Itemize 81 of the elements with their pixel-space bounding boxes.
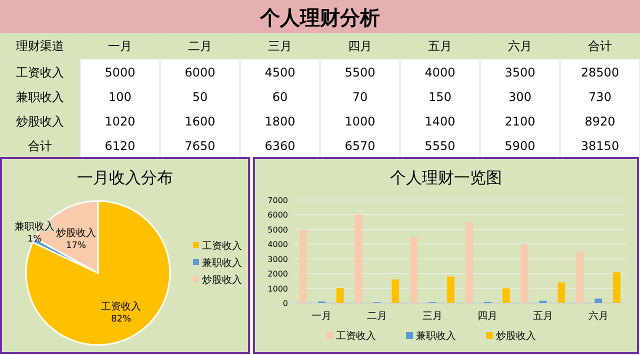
pie-slice xyxy=(25,200,171,346)
data-label: 2100 xyxy=(504,114,536,128)
data-label: 38150 xyxy=(580,138,620,153)
legend-label: 兼职收入 xyxy=(416,330,456,342)
data-label: 6120 xyxy=(104,138,136,153)
y-tick-label: 3000 xyxy=(268,254,288,264)
bar xyxy=(336,288,344,303)
data-label: 1600 xyxy=(184,114,216,128)
x-tick-label: 六月 xyxy=(588,310,608,322)
x-tick-label: 一月 xyxy=(312,311,332,322)
x-tick-label: 五月 xyxy=(533,311,553,322)
data-label: 1800 xyxy=(264,114,296,128)
data-label: 5000 xyxy=(104,66,136,80)
legend-label: 炒股收入 xyxy=(202,274,242,286)
bar xyxy=(558,282,566,303)
text: 炒股收入 xyxy=(16,114,64,128)
y-tick-label: 6000 xyxy=(268,210,288,220)
y-tick-label: 0 xyxy=(282,299,288,308)
data-label: 1000 xyxy=(344,114,376,128)
legend-label: 兼职收入 xyxy=(202,257,242,269)
chart-title: 个人理财一览图 xyxy=(390,168,502,187)
series-label: 工资收入 xyxy=(16,66,64,80)
y-tick-label: 5000 xyxy=(268,225,288,234)
data-label: 100 xyxy=(108,90,132,104)
chart-title: 一月收入分布 xyxy=(77,168,173,187)
legend-label: 炒股收入 xyxy=(496,330,536,342)
x-tick-label: 二月 xyxy=(367,311,387,322)
data-label: 7650 xyxy=(184,138,216,153)
bar xyxy=(576,252,584,303)
data-label: 28500 xyxy=(580,66,620,80)
data-label: 1020 xyxy=(104,114,136,128)
text: 个人理财分析 xyxy=(259,6,380,30)
data-label: 70 xyxy=(352,90,368,104)
data-label: 82% xyxy=(111,314,132,324)
data-label: 300 xyxy=(508,90,532,104)
data-label: 8920 xyxy=(584,114,616,128)
category-label: 六月 xyxy=(508,39,532,54)
legend-title: 理财渠道 xyxy=(16,39,64,54)
data-label: 4500 xyxy=(264,66,296,80)
legend-label: 工资收入 xyxy=(202,240,242,252)
y-tick-label: 1000 xyxy=(268,284,288,294)
category-label: 合计 xyxy=(588,39,612,54)
y-tick-label: 4000 xyxy=(268,240,288,250)
data-label: 6570 xyxy=(344,138,376,153)
data-label: 1400 xyxy=(424,114,456,128)
bar xyxy=(410,236,418,303)
category-label: 三月 xyxy=(268,39,292,54)
bar xyxy=(613,272,620,303)
slice-label: 炒股收入 xyxy=(56,226,96,239)
category-label: 四月 xyxy=(348,39,372,54)
category-label: 二月 xyxy=(188,39,212,54)
data-label: 5900 xyxy=(504,138,536,153)
x-tick-label: 四月 xyxy=(478,311,498,322)
y-tick-label: 2000 xyxy=(268,270,288,279)
data-label: 730 xyxy=(588,90,612,104)
data-label: 60 xyxy=(272,90,288,104)
data-label: 6000 xyxy=(184,66,216,80)
data-label: 5550 xyxy=(424,138,456,153)
data-label: 150 xyxy=(428,90,452,104)
y-tick-label: 7000 xyxy=(268,196,288,205)
data-label: 50 xyxy=(192,90,208,104)
slice-label: 兼职收入 xyxy=(14,220,55,232)
x-tick-label: 三月 xyxy=(422,311,442,322)
bar xyxy=(354,214,362,303)
slice-label: 工资收入 xyxy=(101,300,142,312)
category-label: 五月 xyxy=(428,39,452,54)
bar xyxy=(520,244,528,303)
data-label: 4000 xyxy=(424,66,456,80)
category-label: 一月 xyxy=(108,39,132,54)
bar xyxy=(502,288,510,303)
bar xyxy=(594,298,602,303)
data-label: 6360 xyxy=(264,138,296,153)
text: 合计 xyxy=(28,138,52,153)
text: 兼职收入 xyxy=(16,90,64,104)
legend-label: 工资收入 xyxy=(336,330,376,342)
bar xyxy=(300,229,307,303)
data-label: 3500 xyxy=(504,66,536,80)
bar xyxy=(447,276,454,303)
data-label: 5500 xyxy=(344,66,376,80)
bar xyxy=(392,279,400,303)
bar xyxy=(466,222,473,303)
